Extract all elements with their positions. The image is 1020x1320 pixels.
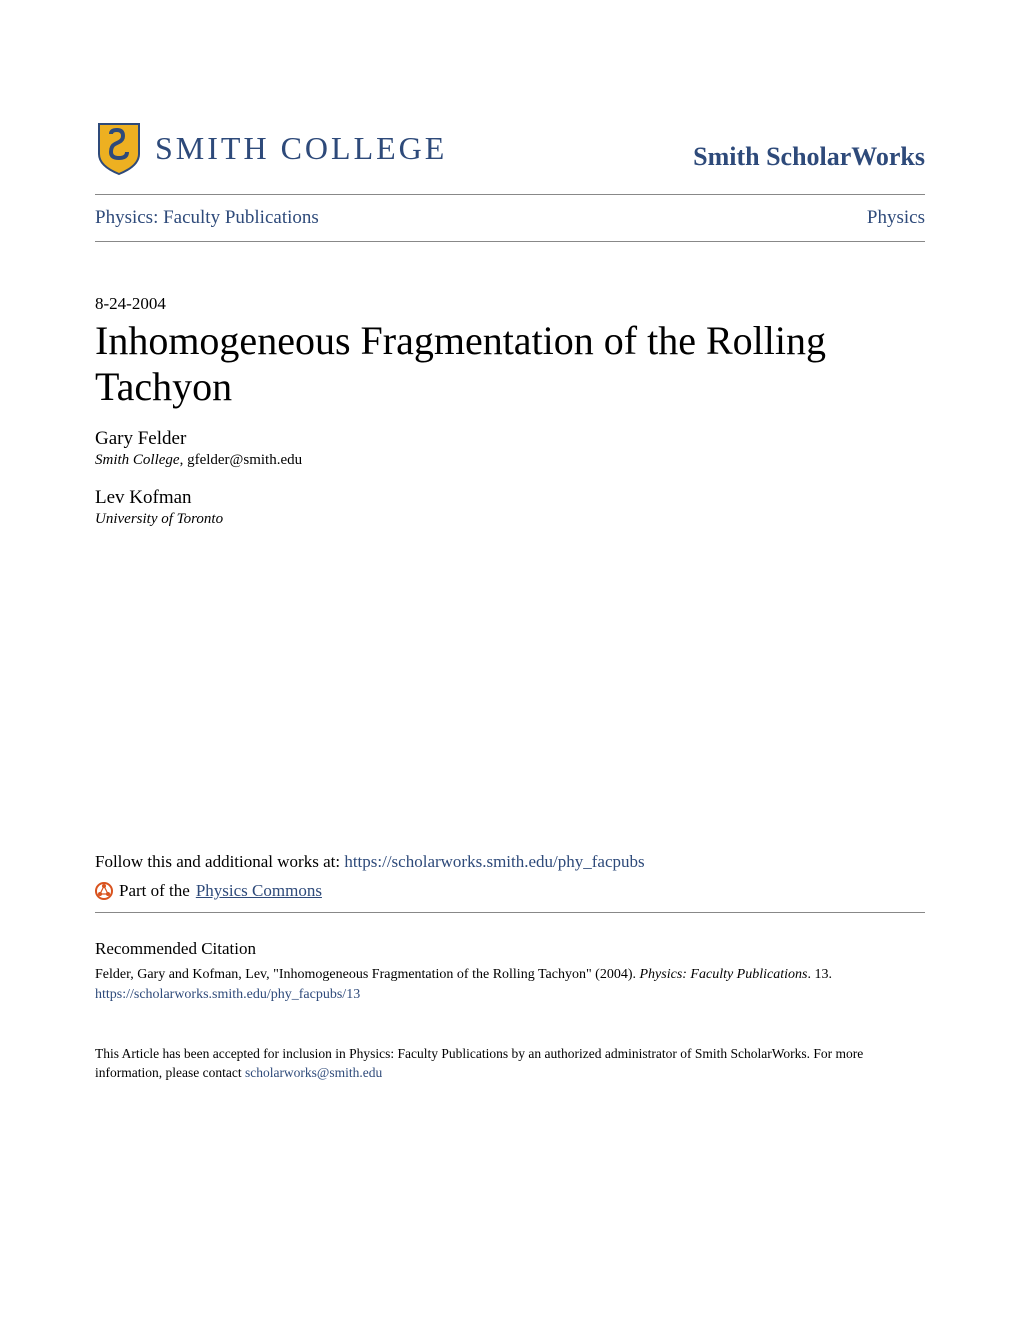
breadcrumb-nav: Physics: Faculty Publications Physics — [95, 195, 925, 241]
citation-heading: Recommended Citation — [95, 939, 925, 959]
citation-series: Physics: Faculty Publications — [640, 967, 808, 982]
repository-name[interactable]: Smith ScholarWorks — [693, 142, 925, 176]
author-block-1: Gary Felder Smith College, gfelder@smith… — [95, 428, 925, 469]
citation-prefix: Felder, Gary and Kofman, Lev, "Inhomogen… — [95, 967, 640, 982]
citation-url-link[interactable]: https://scholarworks.smith.edu/phy_facpu… — [95, 987, 925, 1003]
footer-text: This Article has been accepted for inclu… — [95, 1045, 925, 1083]
citation-section: Recommended Citation Felder, Gary and Ko… — [95, 925, 925, 1003]
citation-suffix: . 13. — [807, 967, 832, 982]
commons-row: Part of the Physics Commons — [95, 877, 925, 904]
institution-logo[interactable]: SMITH COLLEGE — [95, 120, 447, 176]
citation-text: Felder, Gary and Kofman, Lev, "Inhomogen… — [95, 965, 925, 985]
author-name: Lev Kofman — [95, 487, 925, 509]
follow-label: Follow this and additional works at: — [95, 852, 340, 871]
nav-divider — [95, 241, 925, 242]
footer-prefix: This Article has been accepted for inclu… — [95, 1046, 863, 1080]
follow-line: Follow this and additional works at: htt… — [95, 848, 925, 875]
follow-section: Follow this and additional works at: htt… — [95, 848, 925, 904]
author-name: Gary Felder — [95, 428, 925, 450]
nav-department-link[interactable]: Physics — [867, 207, 925, 229]
header-row: SMITH COLLEGE Smith ScholarWorks — [95, 120, 925, 176]
network-icon — [95, 882, 113, 900]
author-affiliation: Smith College, gfelder@smith.edu — [95, 452, 925, 469]
institution-name: SMITH COLLEGE — [155, 130, 447, 167]
commons-link[interactable]: Physics Commons — [196, 877, 322, 904]
publication-date: 8-24-2004 — [95, 294, 925, 314]
author-institution: University of Toronto — [95, 511, 223, 527]
shield-icon — [95, 120, 143, 176]
nav-collection-link[interactable]: Physics: Faculty Publications — [95, 207, 319, 229]
follow-divider — [95, 912, 925, 913]
author-institution: Smith College — [95, 452, 180, 468]
paper-title: Inhomogeneous Fragmentation of the Rolli… — [95, 318, 925, 410]
author-email: gfelder@smith.edu — [187, 452, 302, 468]
follow-url-link[interactable]: https://scholarworks.smith.edu/phy_facpu… — [344, 852, 644, 871]
footer-contact-link[interactable]: scholarworks@smith.edu — [245, 1065, 382, 1080]
part-of-label: Part of the — [119, 877, 190, 904]
author-affiliation: University of Toronto — [95, 511, 925, 528]
author-block-2: Lev Kofman University of Toronto — [95, 487, 925, 528]
author-separator: , — [180, 452, 188, 468]
